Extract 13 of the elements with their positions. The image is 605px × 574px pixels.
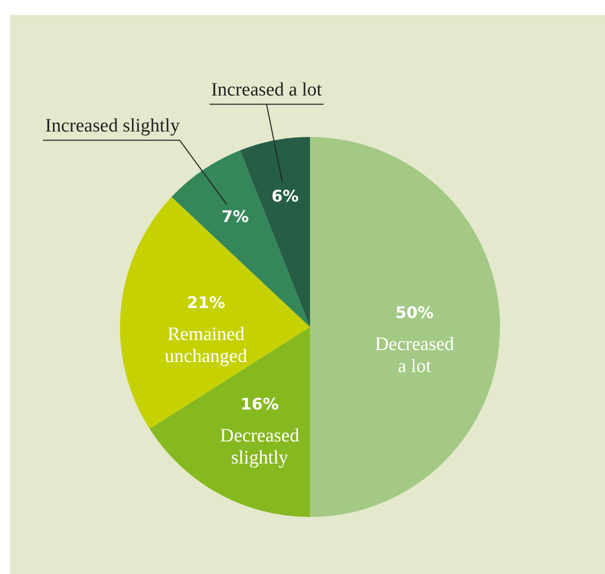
pie-slice [310,137,500,517]
pie-slice [150,327,310,517]
data-label: 7% [222,207,249,226]
slice-label: Increased slightly [45,115,180,136]
slice-label: Increased a lot [211,79,323,100]
pie-slice [171,150,310,327]
data-label: 16% [240,394,279,414]
data-label: 21% [186,293,226,312]
slice-label: Remained unchanged [164,324,248,368]
slice-label: Decreased a lot [374,334,455,377]
data-label: 6% [271,186,299,206]
slice-label: Decreased slightly [220,426,300,469]
data-label: 50% [395,303,434,322]
